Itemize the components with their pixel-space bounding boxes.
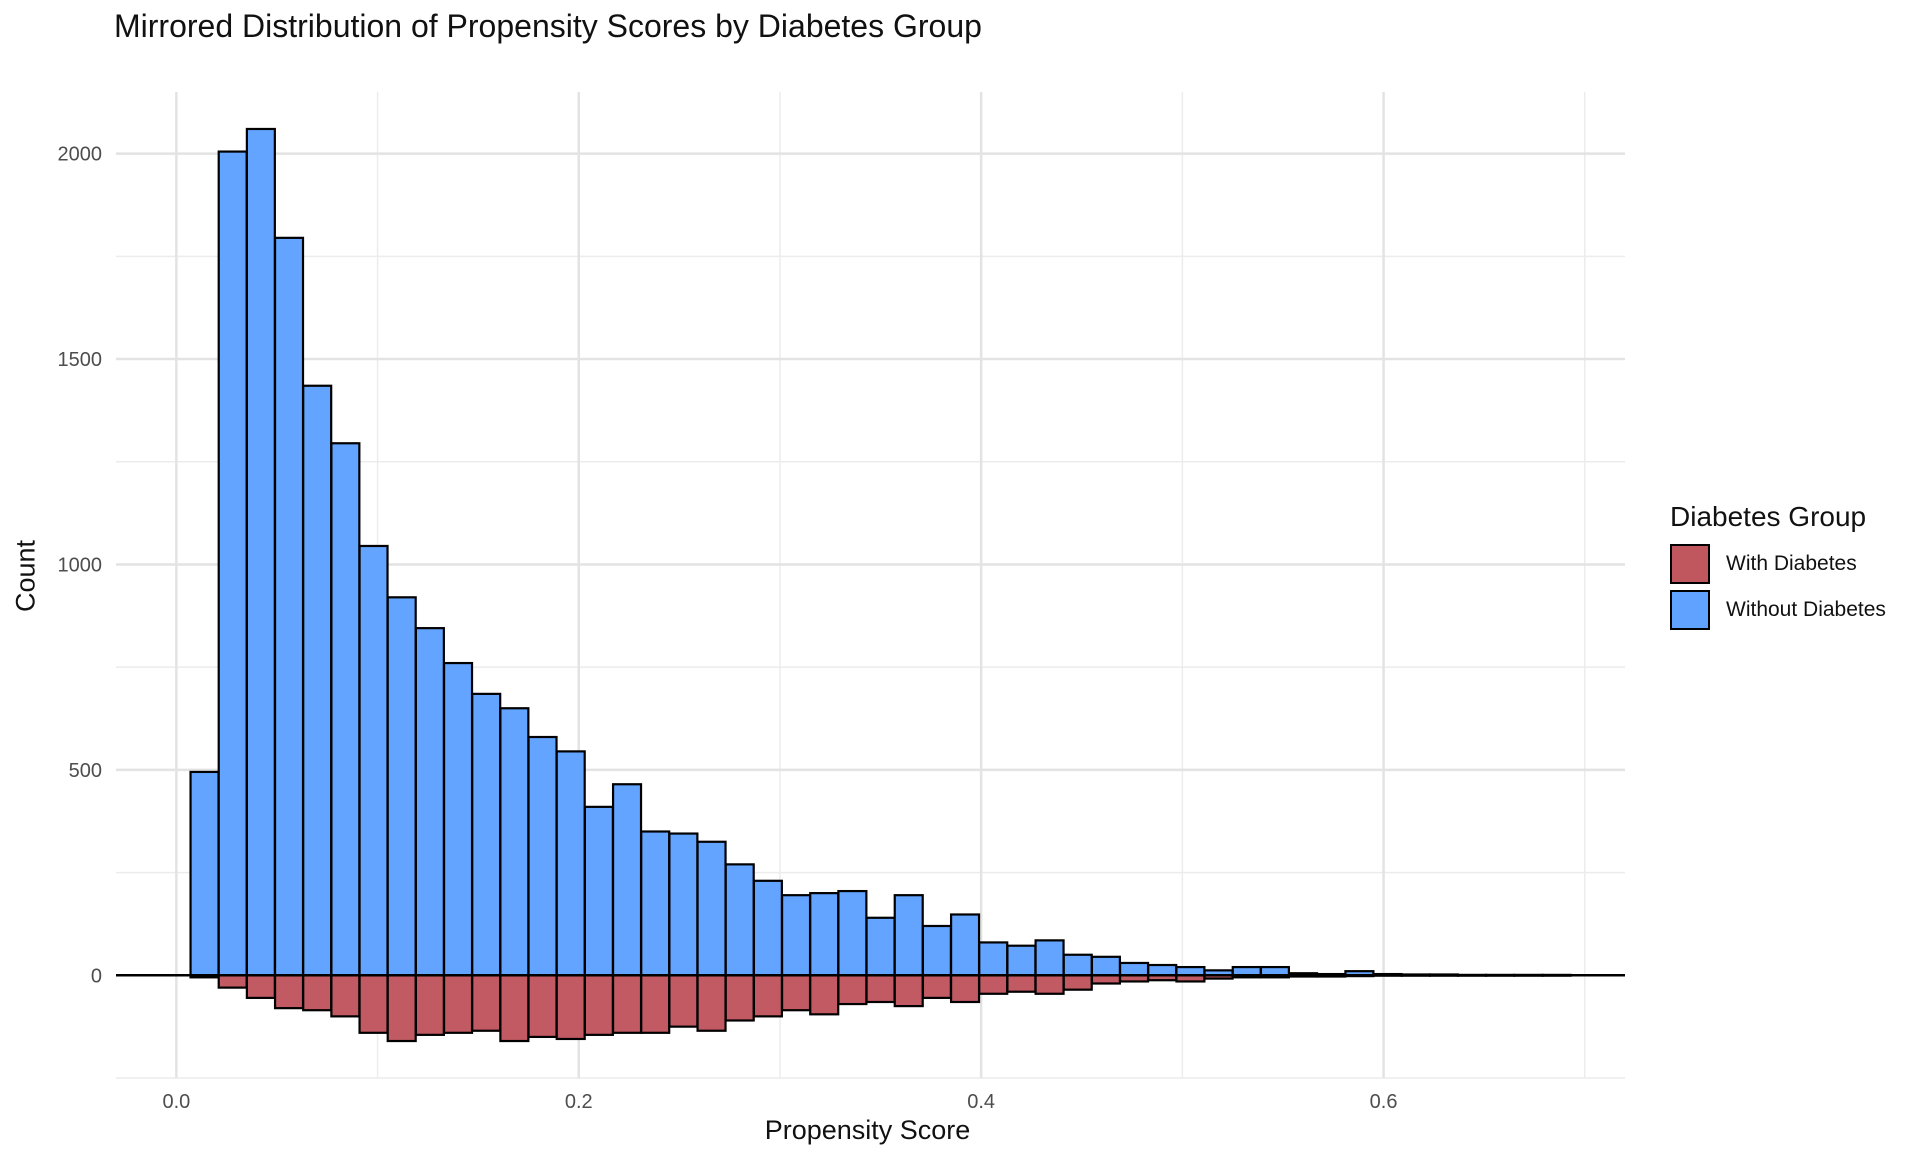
legend-label-with-diabetes: With Diabetes bbox=[1726, 552, 1857, 575]
bar-with-diabetes bbox=[302, 974, 333, 1012]
bar-without-diabetes bbox=[1062, 953, 1093, 977]
bar-without-diabetes bbox=[696, 840, 727, 977]
bar-without-diabetes bbox=[1034, 939, 1065, 977]
y-tick-label: 1500 bbox=[58, 349, 103, 371]
bar-without-diabetes bbox=[978, 941, 1009, 977]
bar-without-diabetes bbox=[386, 596, 417, 977]
bar-with-diabetes bbox=[865, 974, 896, 1004]
bar-with-diabetes bbox=[583, 974, 614, 1036]
bar-with-diabetes bbox=[358, 974, 389, 1034]
bar-without-diabetes bbox=[414, 627, 445, 977]
bar-with-diabetes bbox=[555, 974, 586, 1041]
bar-without-diabetes bbox=[358, 544, 389, 977]
legend: Diabetes Group With Diabetes Without Dia… bbox=[1670, 501, 1886, 633]
bar-without-diabetes bbox=[583, 805, 614, 977]
legend-title: Diabetes Group bbox=[1670, 501, 1867, 532]
bar-with-diabetes bbox=[978, 974, 1009, 995]
bar-without-diabetes bbox=[640, 830, 671, 977]
bar-with-diabetes bbox=[921, 974, 952, 999]
legend-swatch-without-diabetes bbox=[1670, 590, 1710, 630]
bars-layer bbox=[189, 127, 1572, 1043]
y-tick-label: 1000 bbox=[58, 554, 103, 576]
bar-with-diabetes bbox=[330, 974, 361, 1018]
bar-without-diabetes bbox=[245, 127, 276, 977]
bar-without-diabetes bbox=[668, 832, 699, 977]
bar-without-diabetes bbox=[752, 879, 783, 977]
bar-without-diabetes bbox=[217, 150, 248, 977]
bar-with-diabetes bbox=[527, 974, 558, 1039]
y-tick-label: 2000 bbox=[58, 144, 103, 166]
bar-with-diabetes bbox=[611, 974, 643, 1034]
bar-with-diabetes bbox=[414, 974, 445, 1036]
bar-without-diabetes bbox=[611, 783, 643, 977]
bar-without-diabetes bbox=[555, 750, 586, 977]
bar-without-diabetes bbox=[724, 863, 755, 977]
bar-with-diabetes bbox=[893, 974, 924, 1008]
y-tick-label: 500 bbox=[69, 760, 102, 782]
bar-with-diabetes bbox=[640, 974, 671, 1034]
y-axis-title: Count bbox=[10, 539, 41, 613]
x-tick-label: 0.4 bbox=[967, 1091, 995, 1113]
bar-without-diabetes bbox=[1118, 961, 1150, 977]
bar-with-diabetes bbox=[752, 974, 783, 1018]
bar-with-diabetes bbox=[386, 974, 417, 1043]
legend-label-without-diabetes: Without Diabetes bbox=[1726, 598, 1886, 621]
bar-without-diabetes bbox=[1147, 963, 1178, 977]
bar-without-diabetes bbox=[1006, 944, 1037, 977]
bar-with-diabetes bbox=[499, 974, 530, 1043]
bar-with-diabetes bbox=[471, 974, 502, 1032]
bar-with-diabetes bbox=[217, 974, 248, 989]
bar-with-diabetes bbox=[273, 974, 305, 1010]
bar-without-diabetes bbox=[471, 692, 502, 977]
bar-with-diabetes bbox=[1062, 974, 1093, 991]
bar-with-diabetes bbox=[245, 974, 276, 999]
bar-without-diabetes bbox=[442, 661, 474, 977]
bar-without-diabetes bbox=[330, 442, 361, 977]
x-tick-label: 0.0 bbox=[162, 1091, 190, 1113]
bar-with-diabetes bbox=[809, 974, 840, 1016]
bar-without-diabetes bbox=[499, 707, 530, 977]
axis-layer: 0 500 1000 1500 2000 0.0 0.2 0.4 0.6 bbox=[58, 144, 1625, 1113]
bar-without-diabetes bbox=[189, 770, 220, 977]
bar-without-diabetes bbox=[921, 924, 952, 977]
bar-without-diabetes bbox=[527, 735, 558, 977]
chart-title: Mirrored Distribution of Propensity Scor… bbox=[114, 8, 982, 44]
bar-without-diabetes bbox=[273, 236, 305, 977]
bar-without-diabetes bbox=[837, 889, 868, 977]
x-tick-label: 0.2 bbox=[565, 1091, 593, 1113]
bar-with-diabetes bbox=[668, 974, 699, 1028]
bar-with-diabetes bbox=[696, 974, 727, 1032]
legend-swatch-with-diabetes bbox=[1670, 544, 1710, 584]
bar-with-diabetes bbox=[442, 974, 474, 1034]
x-axis-title: Propensity Score bbox=[764, 1115, 971, 1145]
bar-without-diabetes bbox=[893, 894, 924, 977]
bar-with-diabetes bbox=[1006, 974, 1037, 993]
bar-with-diabetes bbox=[1034, 974, 1065, 995]
y-tick-label: 0 bbox=[91, 965, 102, 987]
bar-with-diabetes bbox=[949, 974, 981, 1004]
legend-item-without-diabetes: Without Diabetes bbox=[1670, 587, 1886, 633]
bar-without-diabetes bbox=[302, 384, 333, 977]
bar-without-diabetes bbox=[780, 894, 812, 977]
bar-without-diabetes bbox=[949, 913, 981, 977]
bar-with-diabetes bbox=[837, 974, 868, 1006]
bar-with-diabetes bbox=[724, 974, 755, 1022]
bar-without-diabetes bbox=[1090, 955, 1121, 977]
bar-without-diabetes bbox=[865, 916, 896, 977]
bar-without-diabetes bbox=[809, 892, 840, 977]
legend-item-with-diabetes: With Diabetes bbox=[1670, 541, 1886, 587]
bar-with-diabetes bbox=[780, 974, 812, 1012]
x-tick-label: 0.6 bbox=[1370, 1091, 1398, 1113]
